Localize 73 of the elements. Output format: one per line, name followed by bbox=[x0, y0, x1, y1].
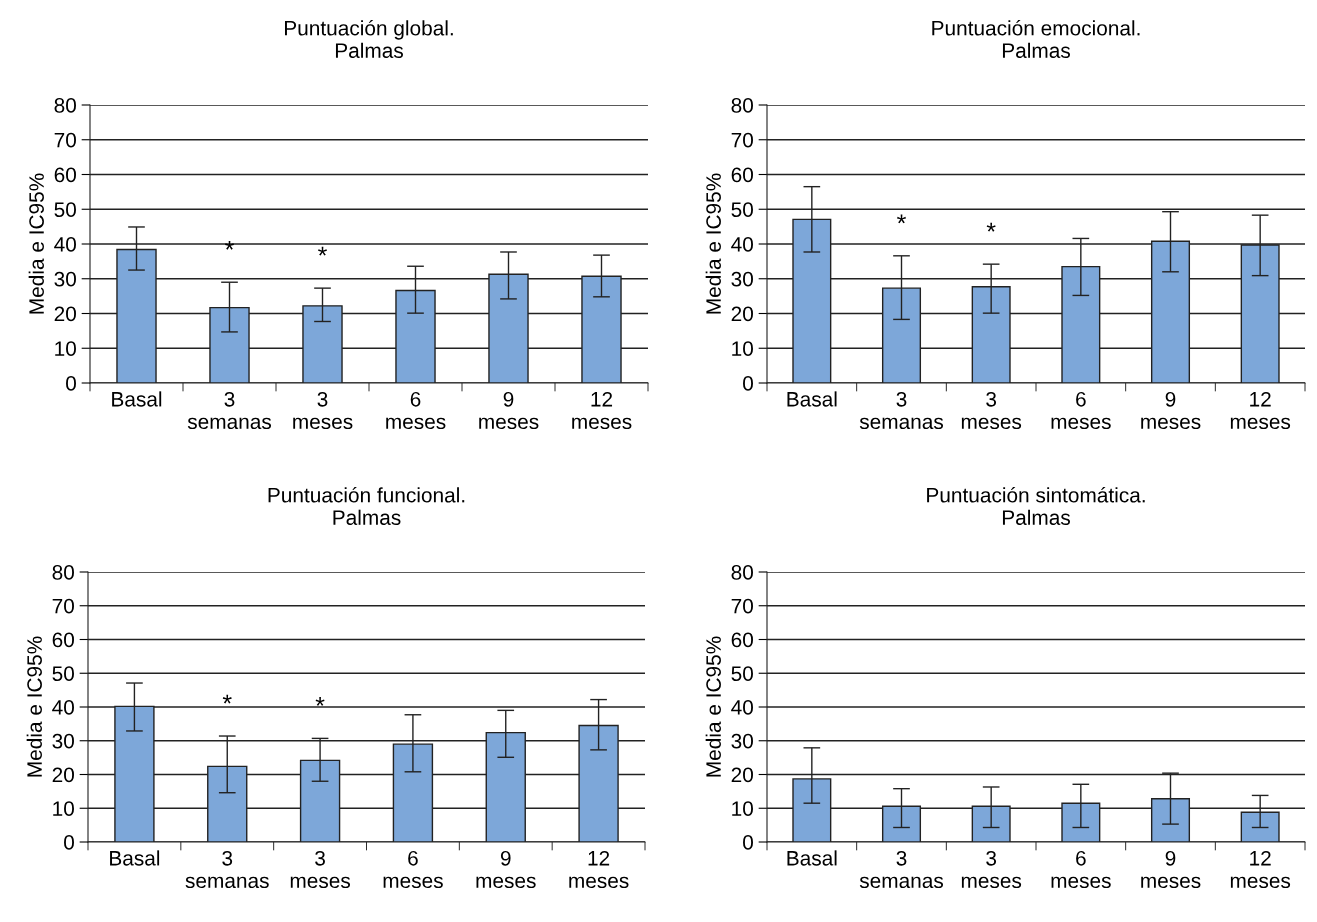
y-tick-label: 60 bbox=[731, 632, 753, 648]
y-tick-label: 40 bbox=[54, 237, 76, 252]
y-tick-label: 20 bbox=[731, 306, 753, 322]
chart-title: Puntuación sintomática. Palmas bbox=[927, 487, 1145, 525]
annotation: * bbox=[986, 222, 996, 232]
y-tick-label: 80 bbox=[731, 565, 753, 580]
y-tick-label: 80 bbox=[54, 98, 76, 113]
x-tick-label: 9 meses bbox=[1141, 391, 1201, 430]
y-tick-label: 70 bbox=[52, 598, 74, 614]
y-tick-label: 0 bbox=[743, 376, 753, 391]
x-tick-label: Basal bbox=[787, 391, 837, 407]
x-tick-label: 12 meses bbox=[569, 850, 629, 889]
y-tick-label: 80 bbox=[731, 98, 753, 113]
y-tick-label: 20 bbox=[54, 306, 76, 322]
x-tick-label: 6 meses bbox=[386, 391, 446, 430]
x-tick-label: 3 semanas bbox=[185, 850, 269, 889]
y-tick-label: 0 bbox=[66, 376, 76, 391]
y-tick-label: 30 bbox=[731, 733, 753, 749]
y-tick-label: 10 bbox=[55, 341, 76, 356]
x-tick-label: Basal bbox=[110, 850, 160, 866]
y-tick-label: 30 bbox=[731, 271, 753, 287]
y-axis-title: Media e IC95% bbox=[705, 173, 721, 314]
y-tick-label: 10 bbox=[53, 801, 74, 816]
y-tick-label: 10 bbox=[732, 341, 753, 356]
y-tick-label: 60 bbox=[52, 632, 74, 648]
y-tick-label: 30 bbox=[54, 271, 76, 287]
y-tick-label: 70 bbox=[731, 132, 753, 148]
x-tick-label: 12 meses bbox=[1230, 391, 1291, 430]
y-tick-label: 50 bbox=[52, 666, 74, 681]
x-tick-label: 9 meses bbox=[1141, 850, 1201, 889]
x-tick-label: Basal bbox=[112, 391, 162, 407]
x-tick-label: 9 meses bbox=[476, 850, 536, 889]
x-tick-label: 3 semanas bbox=[859, 850, 944, 889]
y-tick-label: 70 bbox=[54, 132, 76, 148]
x-tick-label: 6 meses bbox=[1051, 850, 1111, 889]
annotation: * bbox=[315, 697, 325, 706]
x-tick-label: Basal bbox=[787, 850, 837, 866]
x-tick-label: 3 semanas bbox=[859, 391, 944, 430]
chart-title: Puntuación funcional. Palmas bbox=[268, 487, 465, 525]
y-tick-label: 20 bbox=[731, 767, 753, 783]
x-tick-label: 9 meses bbox=[479, 391, 539, 430]
y-tick-label: 50 bbox=[54, 202, 76, 217]
annotation: * bbox=[318, 246, 327, 256]
x-tick-label: 12 meses bbox=[572, 391, 632, 430]
y-tick-label: 70 bbox=[731, 598, 753, 614]
y-tick-label: 0 bbox=[743, 835, 753, 850]
y-tick-label: 40 bbox=[731, 237, 753, 252]
annotation: * bbox=[897, 214, 906, 224]
y-tick-label: 60 bbox=[731, 167, 753, 183]
y-tick-label: 30 bbox=[52, 733, 74, 749]
chart-title: Puntuación emocional. Palmas bbox=[932, 20, 1140, 58]
chart-title: Puntuación global. Palmas bbox=[285, 20, 453, 58]
y-axis-title: Media e IC95% bbox=[26, 636, 42, 777]
y-tick-label: 0 bbox=[64, 835, 74, 850]
y-tick-label: 10 bbox=[732, 801, 753, 816]
annotation: * bbox=[222, 694, 232, 704]
y-tick-label: 40 bbox=[731, 700, 753, 715]
y-tick-label: 80 bbox=[52, 565, 74, 580]
y-axis-title: Media e IC95% bbox=[28, 173, 44, 314]
y-tick-label: 50 bbox=[731, 666, 753, 681]
x-tick-label: 12 meses bbox=[1230, 850, 1291, 889]
x-tick-label: 3 meses bbox=[961, 391, 1022, 430]
y-axis-title: Media e IC95% bbox=[705, 636, 721, 777]
y-tick-label: 50 bbox=[731, 202, 753, 217]
y-tick-label: 20 bbox=[52, 767, 74, 783]
x-tick-label: 3 meses bbox=[293, 391, 353, 430]
x-tick-label: 3 meses bbox=[961, 850, 1022, 889]
x-tick-label: 6 meses bbox=[1051, 391, 1111, 430]
x-tick-label: 6 meses bbox=[383, 850, 443, 889]
x-tick-label: 3 semanas bbox=[187, 391, 272, 430]
x-tick-label: 3 meses bbox=[290, 850, 351, 889]
y-tick-label: 40 bbox=[52, 700, 74, 715]
y-tick-label: 60 bbox=[54, 167, 76, 183]
